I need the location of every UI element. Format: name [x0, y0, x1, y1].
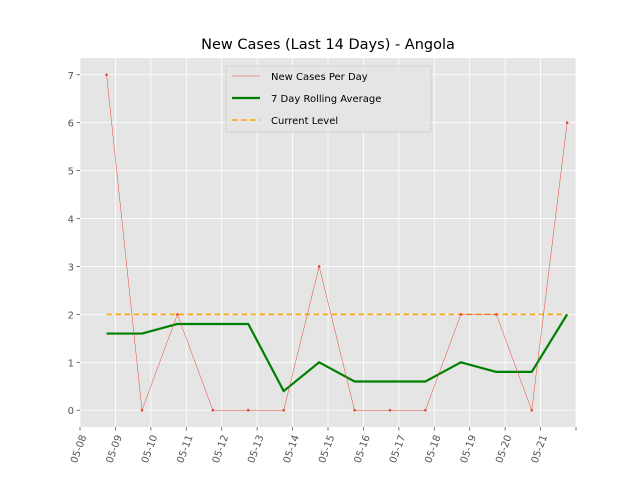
- x-tick-label: 05-20: [494, 434, 514, 465]
- x-tick-label: 05-08: [69, 434, 89, 465]
- y-tick-label: 0: [68, 406, 74, 417]
- y-tick-label: 2: [68, 310, 74, 321]
- data-point: [459, 313, 463, 316]
- x-tick-label: 05-16: [353, 434, 373, 465]
- x-tick-label: 05-09: [105, 434, 125, 465]
- x-tick-label: 05-14: [282, 434, 302, 465]
- data-point: [388, 408, 392, 412]
- chart-title: New Cases (Last 14 Days) - Angola: [201, 37, 455, 53]
- series-layer: [105, 73, 569, 412]
- data-point: [494, 313, 498, 316]
- series-line-0: [106, 74, 568, 411]
- x-tick-label: 05-21: [530, 434, 550, 465]
- x-tick-label: 05-17: [388, 434, 408, 465]
- y-tick-label: 5: [68, 167, 74, 178]
- legend-label: 7 Day Rolling Average: [271, 94, 381, 105]
- data-point: [530, 408, 534, 412]
- x-tick-label: 05-13: [246, 434, 266, 465]
- data-point: [176, 313, 179, 316]
- y-tick-label: 1: [68, 358, 74, 369]
- data-point: [353, 408, 356, 412]
- data-point: [105, 73, 108, 77]
- data-point: [424, 408, 427, 412]
- x-tick-label: 05-18: [423, 434, 443, 465]
- x-tick-label: 05-11: [175, 434, 195, 465]
- y-tick-label: 6: [68, 119, 74, 130]
- x-tick-label: 05-19: [459, 434, 479, 465]
- data-point: [565, 121, 569, 124]
- series-line-1: [106, 313, 569, 393]
- y-tick-label: 3: [68, 262, 74, 273]
- data-point: [140, 408, 144, 412]
- x-tick-label: 05-12: [211, 434, 231, 465]
- data-point: [282, 408, 286, 412]
- data-point: [211, 408, 215, 412]
- x-tick-label: 05-15: [317, 434, 337, 465]
- y-tick-label: 7: [68, 71, 74, 82]
- legend: New Cases Per Day 7 Day Rolling Average Cu…: [225, 65, 432, 133]
- y-tick-label: 4: [68, 215, 74, 226]
- x-tick-label: 05-10: [140, 434, 160, 465]
- legend-label: Current Level: [271, 116, 338, 127]
- data-point: [317, 265, 321, 268]
- legend-label: New Cases Per Day: [271, 72, 368, 83]
- data-point: [246, 408, 250, 412]
- legend-box: [225, 65, 432, 133]
